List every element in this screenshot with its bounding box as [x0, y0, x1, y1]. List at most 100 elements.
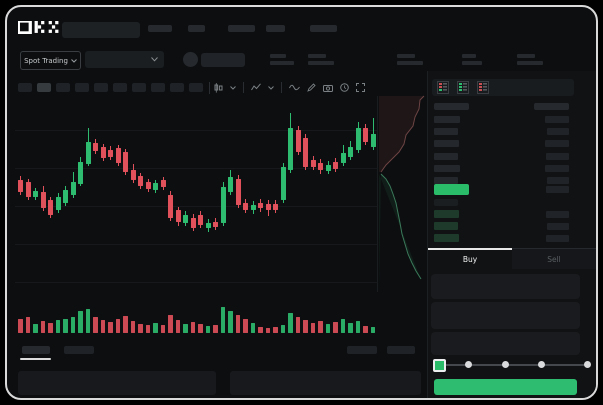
candle-body	[108, 150, 113, 157]
candle-body	[160, 180, 166, 187]
form-input-placeholder[interactable]	[431, 274, 580, 299]
candle-body	[190, 218, 196, 228]
volume-bar	[108, 322, 113, 333]
indicator-icon[interactable]	[251, 83, 261, 92]
volume-bar	[325, 324, 330, 333]
stat-value-placeholder	[397, 61, 423, 65]
volume-bar	[100, 320, 105, 333]
market-type-selector[interactable]: Spot Trading	[20, 51, 81, 70]
candle-body	[168, 195, 173, 218]
volume-bar	[243, 319, 248, 333]
chevron-down-icon[interactable]	[268, 85, 274, 90]
slider-step-dot[interactable]	[583, 361, 591, 368]
ask-row-amount-bar	[545, 116, 569, 123]
tab-buy[interactable]: Buy	[428, 248, 512, 269]
volume-bar	[190, 322, 195, 333]
clock-icon[interactable]	[340, 83, 349, 92]
bottom-action-placeholder[interactable]	[387, 346, 415, 354]
timeframe-button[interactable]	[37, 83, 51, 92]
amount-slider-handle[interactable]	[433, 359, 446, 372]
bottom-tab-active[interactable]	[22, 346, 50, 354]
volume-bar	[175, 320, 180, 333]
timeframe-button[interactable]	[151, 83, 165, 92]
bid-row-amount-bar	[546, 235, 569, 242]
book-bids-icon[interactable]	[457, 81, 469, 94]
candle-body	[93, 143, 98, 151]
candle-body	[318, 163, 323, 170]
book-both-icon[interactable]	[437, 81, 449, 94]
candle-body	[280, 167, 286, 200]
candle-body	[33, 191, 38, 197]
candle-body	[175, 210, 181, 222]
orders-panel-placeholder	[230, 371, 421, 395]
candle-body	[55, 197, 61, 210]
slider-step-dot[interactable]	[464, 361, 472, 368]
amount-slider-track[interactable]	[437, 364, 588, 366]
fullscreen-icon[interactable]	[356, 83, 365, 92]
volume-bar	[70, 317, 75, 333]
camera-icon[interactable]	[323, 84, 333, 92]
volume-bar	[93, 317, 98, 333]
slider-step-dot[interactable]	[537, 361, 545, 368]
volume-bar	[280, 325, 285, 333]
nav-item-placeholder[interactable]	[310, 25, 337, 32]
candle-body	[370, 134, 376, 147]
search-input[interactable]	[62, 22, 140, 38]
volume-bar	[250, 323, 255, 333]
orderbook-col-header-amount	[534, 103, 569, 110]
volume-bar	[288, 313, 293, 333]
candle-body	[138, 176, 143, 186]
volume-bar	[340, 319, 345, 333]
wave-icon[interactable]	[289, 84, 300, 91]
candle-body	[333, 162, 338, 169]
gridline	[15, 168, 377, 169]
ask-row-amount-bar	[546, 152, 569, 160]
divider	[243, 82, 244, 93]
candle-body	[85, 142, 91, 164]
form-input-placeholder[interactable]	[431, 302, 580, 329]
pencil-icon[interactable]	[307, 83, 316, 92]
volume-bar	[63, 319, 68, 333]
bottom-action-placeholder[interactable]	[347, 346, 377, 354]
candle-body	[325, 165, 331, 171]
ask-row-price-bar	[434, 116, 460, 123]
volume-bar	[370, 327, 375, 333]
bid-row-price-bar	[434, 210, 459, 218]
tab-sell[interactable]: Sell	[512, 249, 596, 269]
chevron-down-icon[interactable]	[230, 85, 236, 90]
trade-tabbar: Buy Sell	[428, 248, 596, 269]
volume-bar	[130, 321, 135, 333]
candle-body	[205, 223, 211, 228]
pair-dropdown[interactable]	[85, 51, 164, 68]
bottom-tab[interactable]	[64, 346, 94, 354]
nav-item-placeholder[interactable]	[266, 25, 285, 32]
nav-item-placeholder[interactable]	[188, 25, 205, 32]
gridline	[15, 206, 377, 207]
nav-item-placeholder[interactable]	[148, 25, 172, 32]
timeframe-button[interactable]	[113, 83, 127, 92]
volume-bar	[153, 323, 158, 333]
timeframe-button[interactable]	[189, 83, 203, 92]
timeframe-button[interactable]	[18, 83, 32, 92]
book-asks-icon[interactable]	[477, 81, 489, 94]
timeframe-button[interactable]	[75, 83, 89, 92]
candle-body	[340, 153, 346, 163]
form-input-placeholder[interactable]	[431, 332, 580, 355]
volume-bar	[258, 327, 263, 333]
app-window: OKX Spot Trading	[5, 5, 598, 400]
candles-icon[interactable]	[214, 82, 223, 93]
timeframe-button[interactable]	[94, 83, 108, 92]
chart-toolbar-icons	[214, 81, 365, 94]
timeframe-button[interactable]	[170, 83, 184, 92]
volume-bar	[363, 326, 368, 333]
slider-step-dot[interactable]	[501, 361, 509, 368]
candle-body	[250, 205, 256, 210]
timeframe-button[interactable]	[132, 83, 146, 92]
timeframe-button[interactable]	[56, 83, 70, 92]
app-canvas: OKX Spot Trading	[7, 7, 596, 398]
candle-body	[258, 203, 263, 208]
nav-item-placeholder[interactable]	[228, 25, 255, 32]
buy-submit-button[interactable]	[434, 379, 577, 395]
candle-body	[295, 130, 301, 152]
candle-body	[63, 190, 68, 203]
